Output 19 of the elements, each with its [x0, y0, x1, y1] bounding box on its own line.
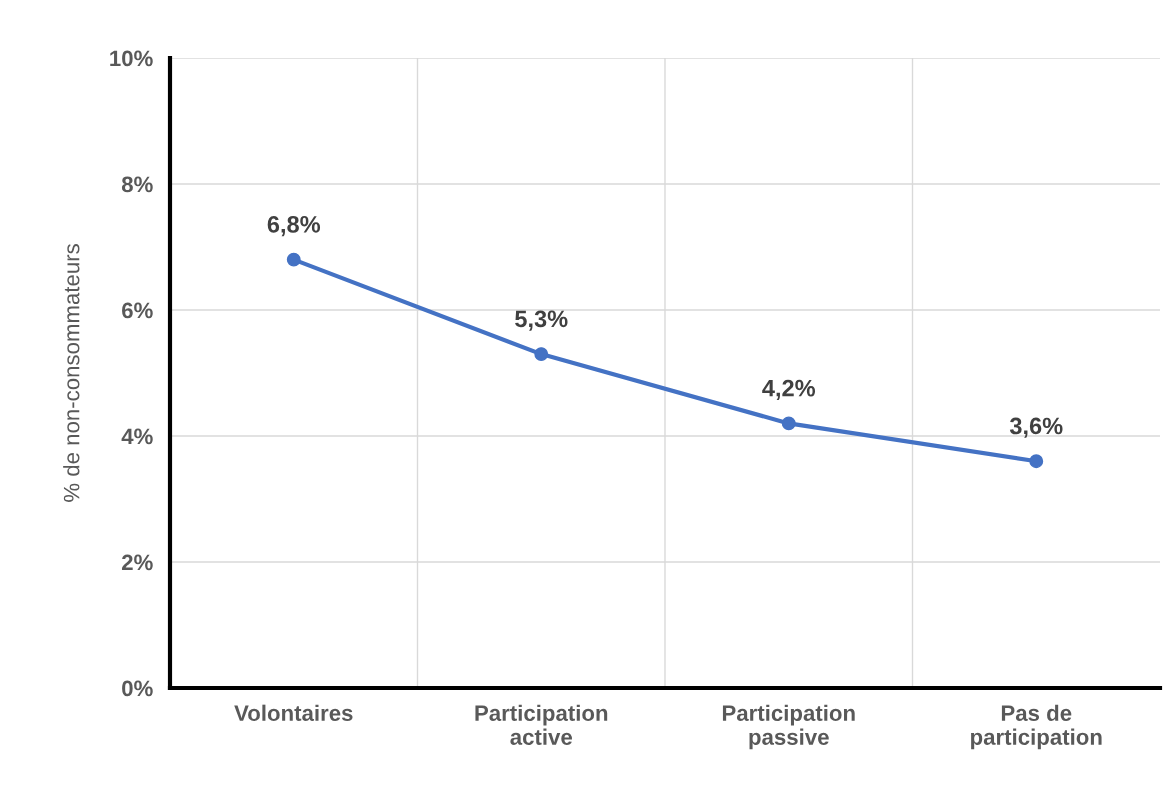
point [1029, 454, 1044, 469]
point [286, 252, 301, 267]
y-tick-label: 4% [121, 428, 153, 445]
y-axis-title: % de non-consommateurs [63, 244, 80, 502]
y-tick-label: 8% [121, 176, 153, 193]
x-tick-label: Participation active [475, 704, 608, 745]
point [534, 347, 549, 362]
data-label: 5,3% [515, 310, 568, 331]
y-tick-label: 10% [110, 50, 153, 67]
y-tick-label: 6% [122, 302, 153, 319]
data-label: 6,8% [267, 215, 321, 237]
x-tick-label: Pas de participation [971, 704, 1102, 750]
x-tick-label: Participation passive [722, 704, 855, 750]
x-tick-label: Volontaires [234, 704, 353, 721]
data-label: 4,2% [762, 379, 816, 400]
point [781, 416, 796, 431]
data-label: 3,6% [1009, 417, 1063, 438]
y-tick-label: 2% [121, 554, 153, 571]
y-tick-label: 0% [122, 680, 153, 697]
